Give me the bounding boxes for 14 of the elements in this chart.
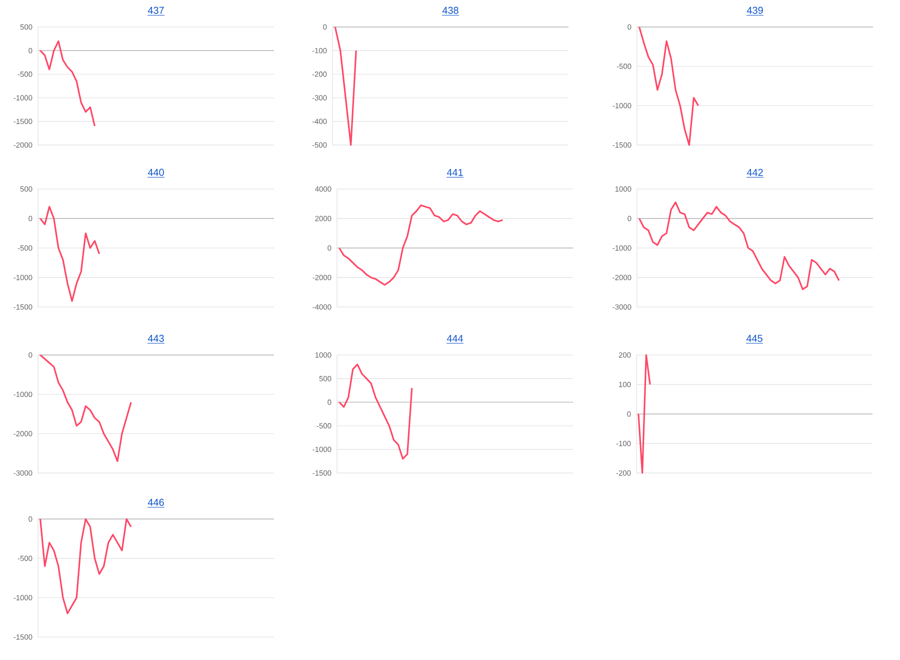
chart-title: 440 xyxy=(148,168,164,176)
chart-title: 441 xyxy=(446,168,463,176)
line-series xyxy=(39,206,100,302)
line-series xyxy=(39,40,96,127)
line-series xyxy=(338,364,413,460)
chart-title: 439 xyxy=(746,6,763,14)
chart-title: 437 xyxy=(148,6,164,14)
chart-title: 444 xyxy=(446,334,464,342)
chart-title: 443 xyxy=(148,334,164,342)
chart-title: 445 xyxy=(746,334,762,342)
line-series xyxy=(338,204,504,286)
chart-title: 446 xyxy=(148,498,164,506)
chart-title: 442 xyxy=(746,168,763,176)
chart-title: 438 xyxy=(442,6,458,14)
